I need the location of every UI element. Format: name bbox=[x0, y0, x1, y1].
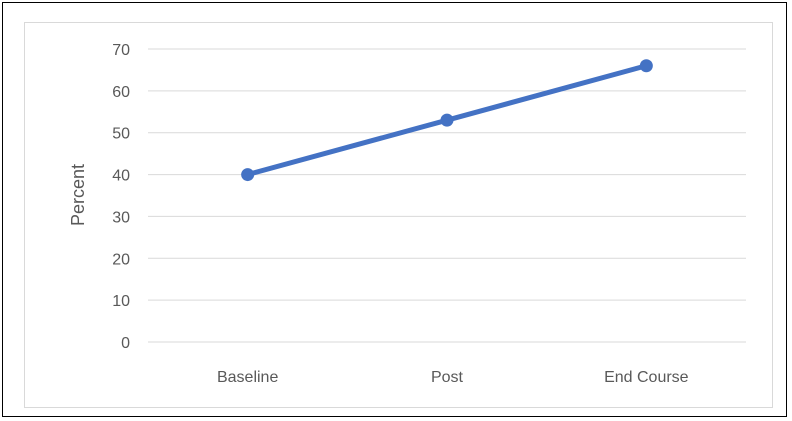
series-group bbox=[241, 59, 653, 182]
x-tick-label: End Course bbox=[604, 369, 689, 386]
figure-frame bbox=[2, 2, 787, 417]
y-tick-label: 50 bbox=[112, 126, 130, 143]
data-point-end-course bbox=[639, 59, 653, 73]
data-point-baseline bbox=[241, 168, 255, 182]
y-axis-ticks: 0 10 20 30 40 50 60 70 bbox=[112, 42, 130, 352]
gridlines bbox=[148, 48, 746, 343]
y-tick-label: 20 bbox=[112, 251, 130, 268]
chart-area bbox=[24, 22, 773, 408]
data-point-post bbox=[440, 113, 454, 127]
x-tick-label: Baseline bbox=[217, 369, 278, 386]
y-tick-label: 40 bbox=[112, 168, 130, 185]
x-tick-label: Post bbox=[431, 369, 464, 386]
y-tick-label: 30 bbox=[112, 209, 130, 226]
y-tick-label: 70 bbox=[112, 42, 130, 59]
y-tick-label: 0 bbox=[121, 335, 130, 352]
y-tick-label: 60 bbox=[112, 84, 130, 101]
x-axis-ticks: Baseline Post End Course bbox=[217, 369, 689, 386]
y-tick-label: 10 bbox=[112, 293, 130, 310]
y-axis-label: Percent bbox=[68, 164, 88, 226]
